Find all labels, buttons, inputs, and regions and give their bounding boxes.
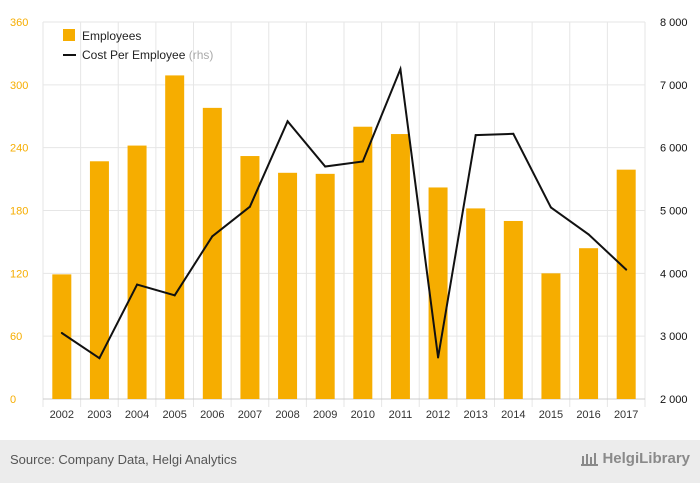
x-tick-label: 2004 — [125, 409, 149, 421]
bar-employees — [89, 161, 109, 399]
left-tick-label: 240 — [10, 143, 28, 155]
right-axis-ticks: 2 000 3 000 4 000 5 000 6 000 7 000 8 000 — [660, 17, 688, 406]
legend-swatch-employees — [63, 29, 75, 41]
point-cost-per-employee — [437, 356, 440, 359]
left-tick-label: 180 — [10, 206, 28, 218]
point-cost-per-employee — [211, 235, 214, 238]
point-cost-per-employee — [173, 294, 176, 297]
bar-employees — [52, 274, 72, 399]
brand-text: HelgiLibrary — [602, 450, 690, 467]
point-cost-per-employee — [512, 132, 515, 135]
x-tick-label: 2014 — [501, 409, 525, 421]
bar-employees — [579, 248, 599, 399]
bar-employees — [165, 75, 185, 400]
left-tick-label: 300 — [10, 80, 28, 92]
point-cost-per-employee — [549, 206, 552, 209]
x-tick-label: 2010 — [351, 409, 375, 421]
point-cost-per-employee — [248, 205, 251, 208]
legend-label-employees: Employees — [82, 29, 141, 43]
bar-employees — [202, 107, 222, 399]
x-axis-ticks: 2002 2003 2004 2005 2006 2007 2008 2009 2010 2011… — [50, 409, 639, 421]
x-tick-label: 2005 — [162, 409, 186, 421]
employees-bars — [52, 75, 636, 400]
point-cost-per-employee — [361, 160, 364, 163]
bar-employees — [127, 145, 147, 399]
left-tick-label: 0 — [10, 394, 16, 406]
bar-employees — [390, 134, 410, 399]
x-tick-label: 2017 — [614, 409, 638, 421]
right-tick-label: 3 000 — [660, 331, 688, 343]
x-tick-label: 2003 — [87, 409, 111, 421]
right-tick-label: 5 000 — [660, 206, 688, 218]
line-cost-per-employee — [61, 65, 627, 360]
chart: 0 60 120 180 240 300 360 2 000 3 000 4 000 5 000 6… — [10, 17, 688, 421]
point-cost-per-employee — [474, 134, 477, 137]
point-cost-per-employee — [136, 283, 139, 286]
x-tick-label: 2012 — [426, 409, 450, 421]
left-axis-ticks: 0 60 120 180 240 300 360 — [10, 17, 28, 406]
brand-logo: HelgiLibrary — [581, 450, 690, 467]
left-tick-label: 60 — [10, 331, 22, 343]
bar-employees — [240, 156, 260, 399]
legend: Employees Cost Per Employee (rhs) — [63, 29, 213, 62]
x-tick-label: 2006 — [200, 409, 224, 421]
x-tick-label: 2011 — [389, 409, 413, 421]
point-cost-per-employee — [98, 357, 101, 360]
left-tick-label: 360 — [10, 17, 28, 29]
right-tick-label: 6 000 — [660, 143, 688, 155]
library-icon — [581, 453, 599, 467]
right-tick-label: 2 000 — [660, 394, 688, 406]
point-cost-per-employee — [60, 332, 63, 335]
point-cost-per-employee — [587, 233, 590, 236]
x-tick-label: 2007 — [238, 409, 262, 421]
x-tick-label: 2009 — [313, 409, 337, 421]
right-tick-label: 8 000 — [660, 17, 688, 29]
bar-employees — [466, 208, 486, 399]
right-tick-label: 7 000 — [660, 80, 688, 92]
point-cost-per-employee — [399, 68, 402, 71]
bar-employees — [315, 173, 335, 399]
right-tick-label: 4 000 — [660, 268, 688, 280]
x-tick-label: 2015 — [539, 409, 563, 421]
left-tick-label: 120 — [10, 268, 28, 280]
bar-employees — [503, 220, 523, 399]
x-tick-label: 2013 — [463, 409, 487, 421]
legend-label-cost-name: Cost Per Employee — [82, 48, 186, 62]
legend-label-cost-per-employee: Cost Per Employee (rhs) — [82, 48, 213, 62]
bar-employees — [616, 169, 636, 399]
legend-label-rhs: (rhs) — [189, 48, 214, 62]
x-tick-label: 2002 — [50, 409, 74, 421]
x-tick-label: 2016 — [576, 409, 600, 421]
x-tick-label: 2008 — [275, 409, 299, 421]
bar-employees — [353, 126, 373, 399]
footer: Source: Company Data, Helgi Analytics He… — [0, 440, 700, 483]
point-cost-per-employee — [286, 120, 289, 123]
cost-per-employee-line — [60, 65, 628, 360]
bar-employees — [278, 172, 298, 399]
point-cost-per-employee — [324, 165, 327, 168]
bar-employees — [428, 187, 448, 399]
source-text: Source: Company Data, Helgi Analytics — [10, 452, 237, 467]
point-cost-per-employee — [625, 268, 628, 271]
bar-employees — [541, 273, 561, 399]
